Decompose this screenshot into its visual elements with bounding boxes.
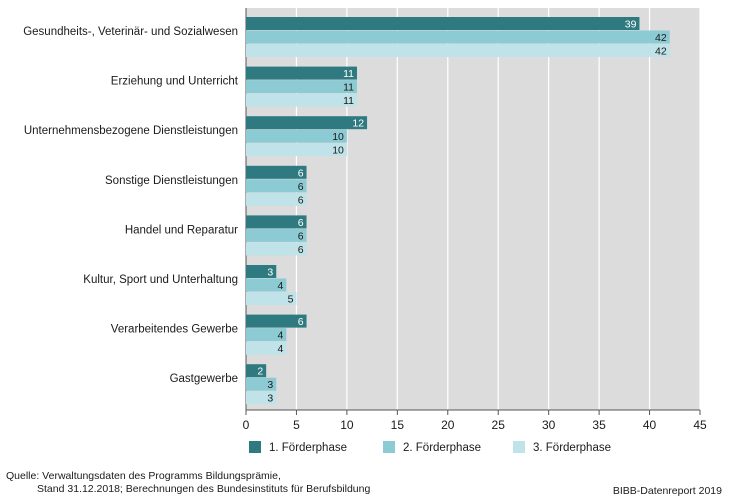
x-tick-label: 5 bbox=[293, 418, 300, 432]
bar bbox=[246, 391, 277, 405]
bar-value-label: 4 bbox=[278, 343, 284, 355]
x-tick-label: 40 bbox=[643, 418, 657, 432]
bar bbox=[246, 66, 357, 80]
bar-value-label: 2 bbox=[257, 366, 263, 378]
bar-value-label: 4 bbox=[278, 280, 284, 292]
bar-value-label: 12 bbox=[352, 118, 364, 130]
category-label: Gesundheits-, Veterinär- und Sozialwesen bbox=[23, 26, 238, 38]
bar-value-label: 42 bbox=[655, 46, 667, 58]
bar-value-label: 4 bbox=[278, 330, 284, 342]
bar-value-label: 6 bbox=[298, 194, 304, 206]
bar-value-label: 5 bbox=[288, 294, 294, 306]
bar bbox=[246, 30, 670, 44]
brand-label: BIBB-Datenreport 2019 bbox=[612, 485, 722, 497]
legend-label: 2. Förderphase bbox=[403, 442, 481, 454]
category-label: Sonstige Dienstleistungen bbox=[105, 175, 238, 187]
bar-value-label: 6 bbox=[298, 316, 304, 328]
bar bbox=[246, 364, 267, 378]
bar bbox=[246, 165, 307, 179]
legend-label: 1. Förderphase bbox=[269, 442, 347, 454]
bar bbox=[246, 44, 670, 57]
bar-value-label: 11 bbox=[343, 68, 354, 80]
bar bbox=[246, 129, 347, 143]
bar bbox=[246, 215, 307, 229]
bar bbox=[246, 143, 347, 157]
source-line-2: Stand 31.12.2018; Berechnungen des Bunde… bbox=[37, 483, 371, 495]
bar-value-label: 42 bbox=[655, 32, 667, 44]
bar bbox=[246, 116, 368, 130]
bar bbox=[246, 228, 307, 242]
category-label: Unternehmensbezogene Dienstleistungen bbox=[24, 125, 238, 137]
x-tick-label: 35 bbox=[592, 418, 606, 432]
legend-label: 3. Förderphase bbox=[533, 442, 611, 454]
bar bbox=[246, 377, 277, 391]
source-note: Quelle: Verwaltungsdaten des Programms B… bbox=[6, 470, 370, 496]
bar bbox=[246, 242, 307, 256]
bar-value-label: 3 bbox=[267, 267, 273, 279]
x-tick-label: 10 bbox=[340, 418, 354, 432]
legend-swatch bbox=[249, 441, 261, 453]
legend-swatch bbox=[513, 441, 525, 453]
source-line-1: Quelle: Verwaltungsdaten des Programms B… bbox=[6, 470, 281, 482]
bar-value-label: 10 bbox=[332, 145, 344, 157]
bar bbox=[246, 192, 307, 206]
x-tick-label: 0 bbox=[243, 418, 250, 432]
bar bbox=[246, 80, 357, 94]
bar bbox=[246, 265, 277, 278]
bar bbox=[246, 314, 307, 328]
bar-value-label: 6 bbox=[298, 167, 304, 179]
bar-value-label: 11 bbox=[343, 95, 354, 107]
bar-value-label: 6 bbox=[298, 244, 304, 256]
bar-value-label: 3 bbox=[267, 379, 273, 391]
x-tick-label: 25 bbox=[492, 418, 506, 432]
bar-value-label: 6 bbox=[298, 230, 304, 242]
bar bbox=[246, 17, 640, 30]
bar-value-label: 11 bbox=[343, 82, 354, 94]
bar-value-label: 6 bbox=[298, 181, 304, 193]
bar-value-label: 10 bbox=[332, 131, 344, 143]
bar-value-label: 39 bbox=[625, 19, 637, 31]
category-label: Erziehung und Unterricht bbox=[111, 76, 239, 88]
bar bbox=[246, 179, 307, 193]
category-label: Kultur, Sport und Unterhaltung bbox=[83, 274, 238, 286]
bar bbox=[246, 292, 297, 305]
category-label: Gastgewerbe bbox=[170, 373, 238, 385]
bar bbox=[246, 341, 287, 355]
category-label: Handel und Reparatur bbox=[125, 224, 238, 236]
x-tick-label: 45 bbox=[693, 418, 707, 432]
x-tick-label: 15 bbox=[391, 418, 405, 432]
legend-swatch bbox=[383, 441, 395, 453]
bar bbox=[246, 278, 287, 292]
bar-value-label: 6 bbox=[298, 217, 304, 229]
bar bbox=[246, 328, 287, 342]
bar bbox=[246, 93, 357, 107]
x-tick-label: 30 bbox=[542, 418, 556, 432]
x-tick-label: 20 bbox=[441, 418, 455, 432]
category-label: Verarbeitendes Gewerbe bbox=[111, 324, 238, 336]
bar-value-label: 3 bbox=[267, 393, 273, 405]
